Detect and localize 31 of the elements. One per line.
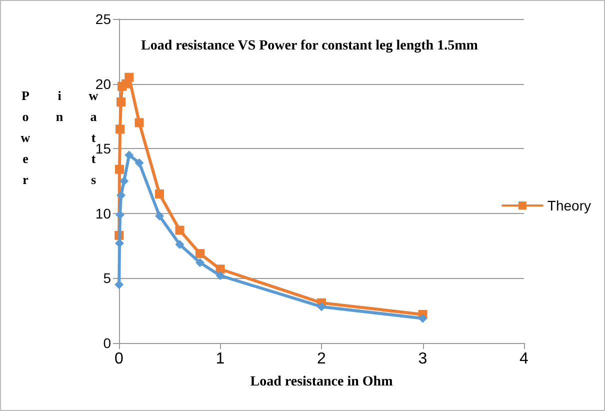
y-tick-label: 5 [103,270,112,286]
x-axis-title: Load resistance in Ohm [250,374,394,390]
point [120,176,129,186]
point [124,150,134,160]
point [317,302,326,312]
y-tick-label: 20 [95,76,112,92]
point [115,164,124,174]
point [175,226,184,235]
point [134,118,144,128]
point [134,158,144,168]
point [196,249,204,258]
point [116,124,125,134]
x-tick-label: 3 [418,350,428,368]
point [116,190,126,200]
y-tick-label: 10 [95,205,112,222]
x-tick-label: 4 [520,350,529,368]
point [175,240,184,250]
point [155,189,164,198]
point [196,258,204,268]
point [155,211,164,220]
y-tick-label: 25 [95,11,112,27]
x-tick-label: 1 [216,350,225,368]
point [116,97,126,106]
y-tick-label: 0 [103,335,112,351]
point [216,271,225,280]
y-tick-label: 15 [95,140,112,157]
point [124,72,134,82]
text: Load resistance VS Power for constant leg length 1.5mm [141,38,478,54]
x-tick-label: 2 [317,350,326,368]
x-tick-label: 0 [114,350,124,368]
legend-label: Theory [547,198,592,214]
